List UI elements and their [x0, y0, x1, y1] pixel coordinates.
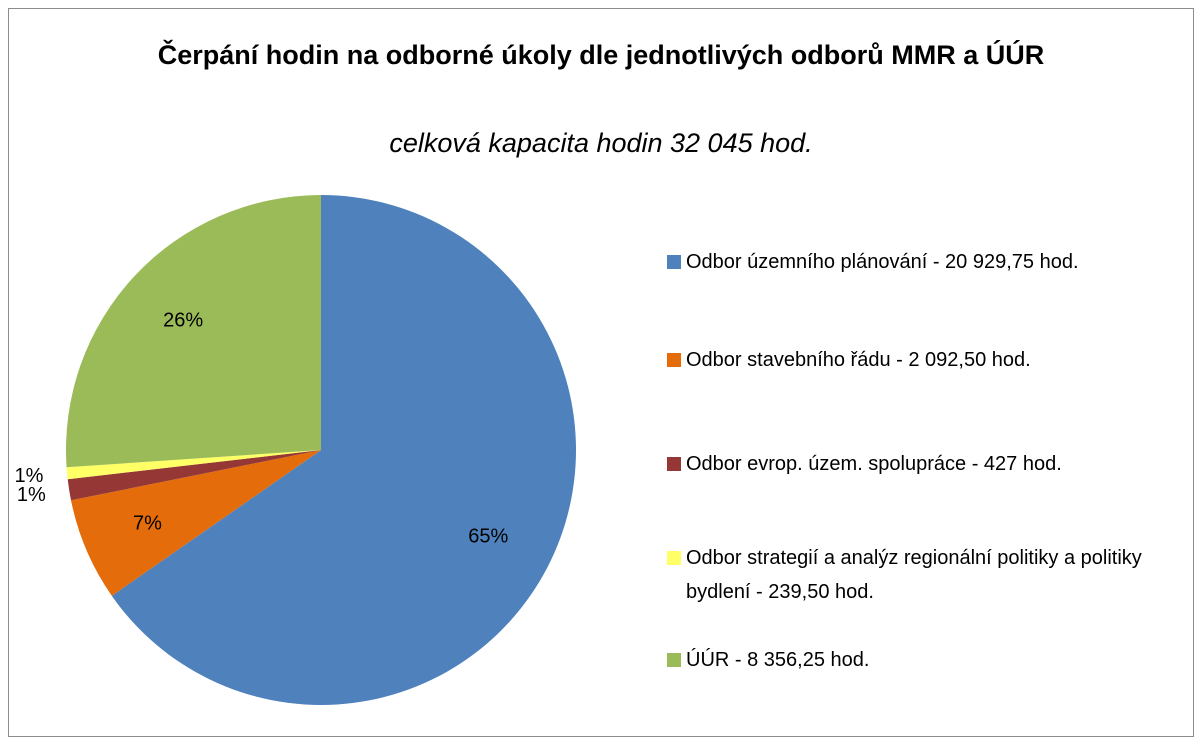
legend-swatch: [667, 255, 681, 269]
pie-slice: [111, 195, 576, 705]
data-label: 65%: [468, 526, 508, 548]
pie-slice: [67, 450, 322, 501]
data-label: 7%: [133, 512, 162, 534]
legend-item: Odbor stavebního řádu - 2 092,50 hod.: [667, 343, 1177, 377]
legend-item: Odbor územního plánování - 20 929,75 hod…: [667, 245, 1177, 279]
chart-title: Čerpání hodin na odborné úkoly dle jedno…: [157, 40, 1045, 70]
legend-swatch: [667, 653, 681, 667]
data-label: 1%: [15, 465, 44, 487]
legend-item: Odbor strategií a analýz regionální poli…: [667, 541, 1177, 609]
data-label: 1%: [17, 484, 46, 506]
legend-label: Odbor evrop. územ. spolupráce - 427 hod.: [686, 453, 1062, 475]
legend-item: ÚÚR - 8 356,25 hod.: [667, 643, 1177, 677]
legend-label: Odbor strategií a analýz regionální poli…: [686, 547, 1142, 603]
legend-label: Odbor stavebního řádu - 2 092,50 hod.: [686, 349, 1031, 371]
chart-title-box: Čerpání hodin na odborné úkoly dle jedno…: [0, 36, 1202, 74]
chart-subtitle: celková kapacita hodin 32 045 hod.: [389, 128, 813, 158]
pie-slice: [66, 195, 321, 468]
legend-swatch: [667, 551, 681, 565]
pie-slice: [71, 450, 321, 596]
legend-label: Odbor územního plánování - 20 929,75 hod…: [686, 251, 1079, 273]
legend-label: ÚÚR - 8 356,25 hod.: [686, 649, 870, 671]
legend-item: Odbor evrop. územ. spolupráce - 427 hod.: [667, 447, 1177, 481]
legend-swatch: [667, 353, 681, 367]
pie-slice: [66, 450, 321, 480]
legend-swatch: [667, 457, 681, 471]
data-label: 26%: [163, 309, 203, 331]
chart-frame: [8, 8, 1194, 737]
